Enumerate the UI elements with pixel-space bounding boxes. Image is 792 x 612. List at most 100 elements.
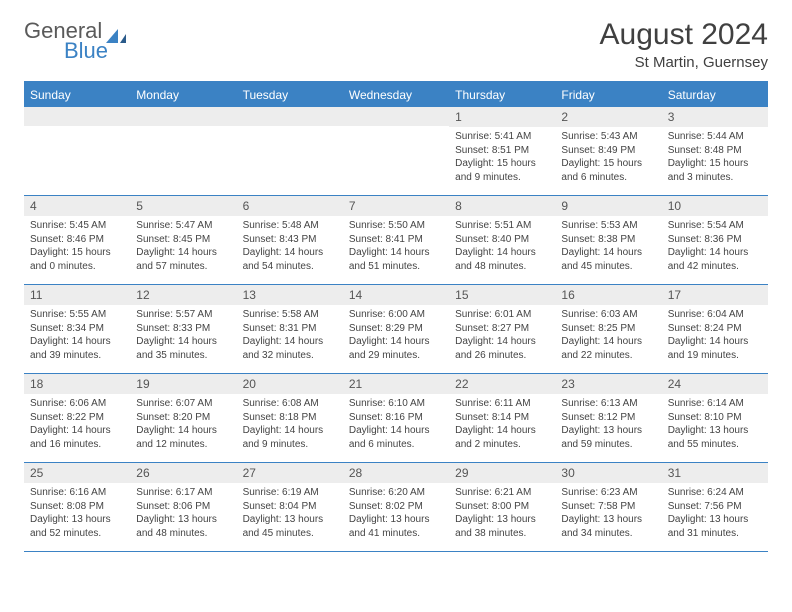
day-line: Daylight: 14 hours and 6 minutes. — [349, 424, 443, 451]
day-line: Sunset: 8:40 PM — [455, 233, 549, 247]
calendar-cell: 26Sunrise: 6:17 AMSunset: 8:06 PMDayligh… — [130, 463, 236, 551]
day-body: Sunrise: 6:03 AMSunset: 8:25 PMDaylight:… — [555, 305, 661, 365]
day-line: Sunrise: 5:43 AM — [561, 130, 655, 144]
calendar-cell: 7Sunrise: 5:50 AMSunset: 8:41 PMDaylight… — [343, 196, 449, 284]
calendar-cell: 20Sunrise: 6:08 AMSunset: 8:18 PMDayligh… — [237, 374, 343, 462]
day-line: Sunset: 8:06 PM — [136, 500, 230, 514]
day-number: 17 — [662, 285, 768, 305]
week-row: 1Sunrise: 5:41 AMSunset: 8:51 PMDaylight… — [24, 107, 768, 196]
calendar-cell: 2Sunrise: 5:43 AMSunset: 8:49 PMDaylight… — [555, 107, 661, 195]
day-line: Sunrise: 6:01 AM — [455, 308, 549, 322]
day-line: Sunset: 8:38 PM — [561, 233, 655, 247]
day-body: Sunrise: 5:54 AMSunset: 8:36 PMDaylight:… — [662, 216, 768, 276]
day-number: 20 — [237, 374, 343, 394]
day-line: Sunrise: 6:03 AM — [561, 308, 655, 322]
day-line: Sunset: 8:22 PM — [30, 411, 124, 425]
day-line: Sunrise: 6:08 AM — [243, 397, 337, 411]
calendar-cell: 24Sunrise: 6:14 AMSunset: 8:10 PMDayligh… — [662, 374, 768, 462]
calendar-cell: 8Sunrise: 5:51 AMSunset: 8:40 PMDaylight… — [449, 196, 555, 284]
day-line: Sunset: 8:33 PM — [136, 322, 230, 336]
day-line: Sunrise: 5:50 AM — [349, 219, 443, 233]
day-body: Sunrise: 5:45 AMSunset: 8:46 PMDaylight:… — [24, 216, 130, 276]
day-header-thursday: Thursday — [449, 83, 555, 107]
day-line: Sunset: 8:45 PM — [136, 233, 230, 247]
day-line: Sunrise: 5:58 AM — [243, 308, 337, 322]
day-line: Sunrise: 6:11 AM — [455, 397, 549, 411]
day-number: 16 — [555, 285, 661, 305]
day-body: Sunrise: 6:24 AMSunset: 7:56 PMDaylight:… — [662, 483, 768, 543]
day-body: Sunrise: 6:16 AMSunset: 8:08 PMDaylight:… — [24, 483, 130, 543]
day-body: Sunrise: 6:04 AMSunset: 8:24 PMDaylight:… — [662, 305, 768, 365]
day-line: Sunset: 8:20 PM — [136, 411, 230, 425]
day-number: 18 — [24, 374, 130, 394]
day-number: 2 — [555, 107, 661, 127]
calendar-cell-empty — [24, 107, 130, 195]
day-line: Daylight: 15 hours and 3 minutes. — [668, 157, 762, 184]
day-body: Sunrise: 5:50 AMSunset: 8:41 PMDaylight:… — [343, 216, 449, 276]
week-row: 25Sunrise: 6:16 AMSunset: 8:08 PMDayligh… — [24, 463, 768, 552]
day-number: 10 — [662, 196, 768, 216]
day-body — [343, 126, 449, 132]
day-number: 14 — [343, 285, 449, 305]
day-number: 13 — [237, 285, 343, 305]
day-line: Daylight: 13 hours and 55 minutes. — [668, 424, 762, 451]
calendar-cell: 17Sunrise: 6:04 AMSunset: 8:24 PMDayligh… — [662, 285, 768, 373]
day-line: Daylight: 14 hours and 19 minutes. — [668, 335, 762, 362]
day-line: Sunset: 8:00 PM — [455, 500, 549, 514]
day-line: Daylight: 14 hours and 16 minutes. — [30, 424, 124, 451]
calendar-cell: 9Sunrise: 5:53 AMSunset: 8:38 PMDaylight… — [555, 196, 661, 284]
day-line: Sunset: 8:12 PM — [561, 411, 655, 425]
day-body: Sunrise: 5:55 AMSunset: 8:34 PMDaylight:… — [24, 305, 130, 365]
day-body: Sunrise: 5:53 AMSunset: 8:38 PMDaylight:… — [555, 216, 661, 276]
day-line: Sunrise: 6:14 AM — [668, 397, 762, 411]
calendar-cell: 3Sunrise: 5:44 AMSunset: 8:48 PMDaylight… — [662, 107, 768, 195]
day-body: Sunrise: 6:20 AMSunset: 8:02 PMDaylight:… — [343, 483, 449, 543]
calendar-cell: 5Sunrise: 5:47 AMSunset: 8:45 PMDaylight… — [130, 196, 236, 284]
day-line: Daylight: 14 hours and 22 minutes. — [561, 335, 655, 362]
day-line: Sunrise: 6:19 AM — [243, 486, 337, 500]
calendar-cell: 12Sunrise: 5:57 AMSunset: 8:33 PMDayligh… — [130, 285, 236, 373]
day-line: Sunset: 8:34 PM — [30, 322, 124, 336]
day-number: 6 — [237, 196, 343, 216]
day-line: Sunset: 8:29 PM — [349, 322, 443, 336]
day-header-wednesday: Wednesday — [343, 83, 449, 107]
day-number: 22 — [449, 374, 555, 394]
calendar-cell-empty — [237, 107, 343, 195]
day-line: Sunrise: 6:06 AM — [30, 397, 124, 411]
day-number: 1 — [449, 107, 555, 127]
calendar-cell: 31Sunrise: 6:24 AMSunset: 7:56 PMDayligh… — [662, 463, 768, 551]
day-line: Daylight: 14 hours and 35 minutes. — [136, 335, 230, 362]
day-line: Sunset: 7:58 PM — [561, 500, 655, 514]
day-line: Daylight: 13 hours and 31 minutes. — [668, 513, 762, 540]
calendar-cell: 28Sunrise: 6:20 AMSunset: 8:02 PMDayligh… — [343, 463, 449, 551]
day-line: Sunrise: 6:24 AM — [668, 486, 762, 500]
day-body: Sunrise: 5:57 AMSunset: 8:33 PMDaylight:… — [130, 305, 236, 365]
day-line: Sunrise: 5:44 AM — [668, 130, 762, 144]
day-number: 4 — [24, 196, 130, 216]
day-line: Sunset: 8:46 PM — [30, 233, 124, 247]
calendar-cell: 15Sunrise: 6:01 AMSunset: 8:27 PMDayligh… — [449, 285, 555, 373]
day-line: Sunrise: 5:53 AM — [561, 219, 655, 233]
day-number: 23 — [555, 374, 661, 394]
day-body: Sunrise: 6:07 AMSunset: 8:20 PMDaylight:… — [130, 394, 236, 454]
day-number: 8 — [449, 196, 555, 216]
day-line: Sunrise: 6:04 AM — [668, 308, 762, 322]
day-line: Daylight: 14 hours and 42 minutes. — [668, 246, 762, 273]
calendar-cell: 29Sunrise: 6:21 AMSunset: 8:00 PMDayligh… — [449, 463, 555, 551]
calendar-cell: 25Sunrise: 6:16 AMSunset: 8:08 PMDayligh… — [24, 463, 130, 551]
day-number: 24 — [662, 374, 768, 394]
calendar-cell-empty — [343, 107, 449, 195]
day-header-friday: Friday — [555, 83, 661, 107]
day-body: Sunrise: 6:13 AMSunset: 8:12 PMDaylight:… — [555, 394, 661, 454]
day-number: 3 — [662, 107, 768, 127]
calendar-cell: 1Sunrise: 5:41 AMSunset: 8:51 PMDaylight… — [449, 107, 555, 195]
day-line: Daylight: 14 hours and 9 minutes. — [243, 424, 337, 451]
day-line: Sunrise: 6:20 AM — [349, 486, 443, 500]
day-line: Daylight: 14 hours and 57 minutes. — [136, 246, 230, 273]
day-line: Daylight: 14 hours and 51 minutes. — [349, 246, 443, 273]
day-body: Sunrise: 6:19 AMSunset: 8:04 PMDaylight:… — [237, 483, 343, 543]
day-number: 7 — [343, 196, 449, 216]
day-header-monday: Monday — [130, 83, 236, 107]
day-number: 31 — [662, 463, 768, 483]
calendar-cell: 27Sunrise: 6:19 AMSunset: 8:04 PMDayligh… — [237, 463, 343, 551]
